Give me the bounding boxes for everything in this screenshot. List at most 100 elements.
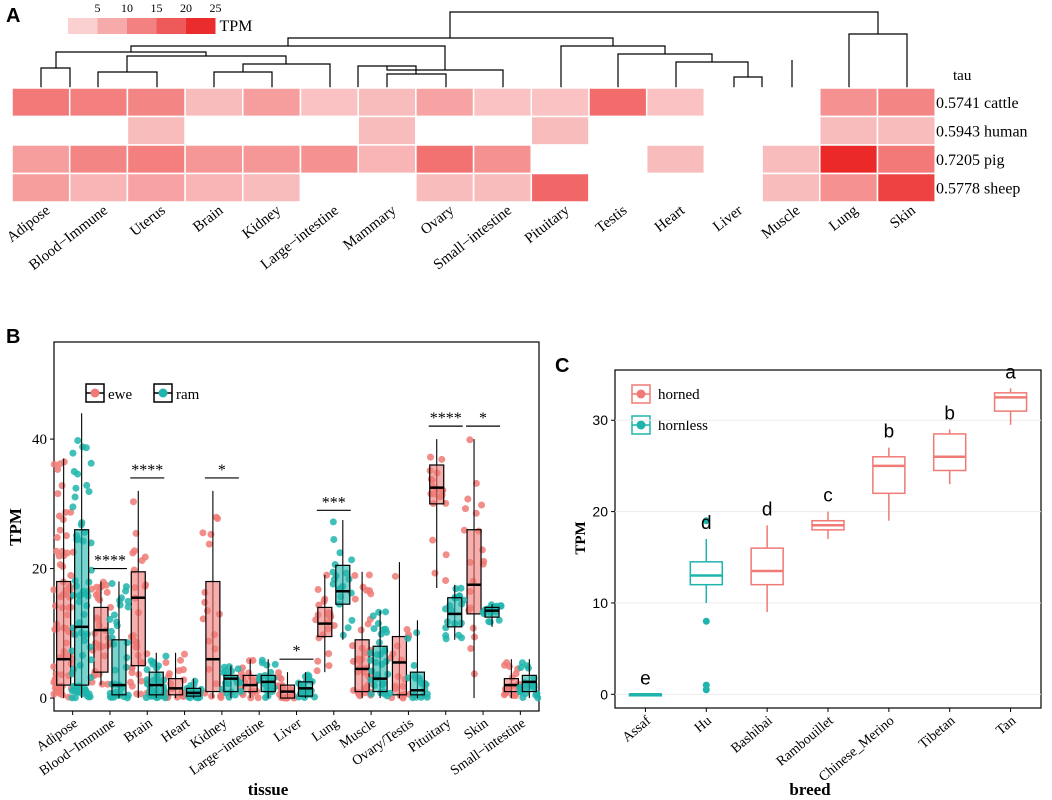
- data-point: [245, 657, 253, 665]
- box-ewe: [205, 580, 221, 693]
- data-point: [124, 603, 132, 611]
- heatmap-cell: [530, 172, 590, 203]
- data-point: [162, 652, 170, 660]
- heatmap-cell: [819, 115, 879, 146]
- data-point: [106, 615, 114, 623]
- heatmap-cell: [415, 115, 475, 146]
- heatmap-cell: [472, 115, 533, 146]
- data-point: [518, 659, 526, 667]
- box-ewe: [466, 529, 482, 615]
- data-point: [262, 694, 270, 702]
- heatmap-cell: [761, 172, 821, 203]
- data-point: [54, 465, 62, 473]
- box-horned: [750, 547, 784, 586]
- outlier-point: [702, 686, 710, 694]
- data-point: [85, 488, 93, 496]
- plot-area: ******** ********* *: [50, 410, 542, 702]
- data-point: [67, 571, 75, 579]
- heatmap-cell: [588, 115, 648, 146]
- heatmap-cell: [645, 115, 706, 146]
- box-ewe: [93, 606, 109, 673]
- legend-title: TPM: [220, 18, 253, 35]
- heatmap-cell: [126, 115, 186, 146]
- data-point: [375, 608, 383, 616]
- box-horned: [932, 433, 967, 472]
- heatmap-cell: [472, 172, 533, 203]
- dendro-branch: [97, 71, 158, 88]
- data-point: [68, 647, 76, 655]
- data-point: [410, 661, 418, 669]
- dendro-branch: [55, 51, 207, 68]
- data-point: [122, 587, 130, 595]
- data-point: [205, 540, 213, 548]
- significance-label: *: [218, 462, 226, 479]
- dendro-branch: [242, 63, 331, 88]
- data-point: [442, 577, 450, 585]
- heatmap-cell: [299, 172, 359, 203]
- data-point: [469, 624, 477, 632]
- data-point: [180, 650, 188, 658]
- data-point: [110, 611, 118, 619]
- data-point: [348, 616, 356, 624]
- x-tick-label: Assaf: [620, 713, 654, 745]
- data-point: [199, 529, 207, 537]
- panel-c-label: C: [555, 355, 569, 377]
- column-label: Heart: [652, 202, 689, 236]
- box-ram: [447, 597, 463, 628]
- column-label: Pituitary: [522, 202, 573, 247]
- heatmap-cell: [299, 115, 359, 146]
- x-tick-label: Heart: [159, 716, 193, 746]
- group-letter: d: [762, 499, 773, 520]
- y-tick-label: 40: [32, 432, 47, 448]
- box-ram: [335, 564, 351, 605]
- legend-label: horned: [658, 387, 700, 403]
- row-label: 0.5943 human: [936, 124, 1028, 141]
- legend-swatch: [97, 18, 127, 34]
- plot-area: e d d c b b a: [628, 362, 1028, 697]
- row-label: 0.7205 pig: [936, 152, 1004, 169]
- data-point: [234, 665, 242, 673]
- data-point: [313, 667, 321, 675]
- data-point: [128, 664, 136, 672]
- dendro-branch: [287, 37, 614, 46]
- data-point: [382, 608, 390, 616]
- column-label: Skin: [887, 202, 919, 232]
- data-point: [442, 635, 450, 643]
- data-point: [382, 625, 390, 633]
- data-point: [344, 624, 352, 632]
- data-point: [58, 482, 66, 490]
- heatmap-cell: [242, 172, 302, 203]
- y-tick-label: 20: [32, 562, 47, 578]
- data-point: [369, 612, 377, 620]
- x-tick-label: Tan: [994, 714, 1020, 739]
- x-tick-label: Pituitary: [406, 716, 454, 756]
- heatmap-cells: [11, 87, 936, 203]
- data-point: [495, 616, 503, 624]
- heatmap-cell: [357, 115, 417, 146]
- heatmap-cell: [645, 172, 706, 203]
- panel-a: A 5 10 15 20 25 TPM tau 0.5741 cattle 0.5943 h…: [4, 1, 1027, 274]
- y-tick-label: 10: [592, 595, 608, 611]
- data-point: [108, 580, 116, 588]
- group-letter: b: [884, 422, 895, 443]
- legend-key-dot: [158, 388, 168, 398]
- heatmap-color-legend: 5 10 15 20 25 TPM: [68, 1, 252, 35]
- heatmap-cell: [876, 87, 936, 118]
- data-point: [50, 460, 58, 468]
- data-point: [127, 678, 135, 686]
- data-point: [58, 691, 66, 699]
- heatmap-cell: [68, 115, 129, 146]
- data-point: [68, 670, 76, 678]
- data-point: [375, 638, 383, 646]
- data-point: [69, 449, 77, 457]
- data-point: [429, 536, 437, 544]
- data-point: [54, 490, 62, 498]
- heatmap-cell: [472, 87, 533, 118]
- heatmap-cell: [11, 144, 71, 175]
- data-point: [365, 571, 373, 579]
- heatmap-cell: [761, 87, 821, 118]
- y-tick-label: 0: [600, 686, 608, 702]
- column-label: Liver: [710, 203, 745, 236]
